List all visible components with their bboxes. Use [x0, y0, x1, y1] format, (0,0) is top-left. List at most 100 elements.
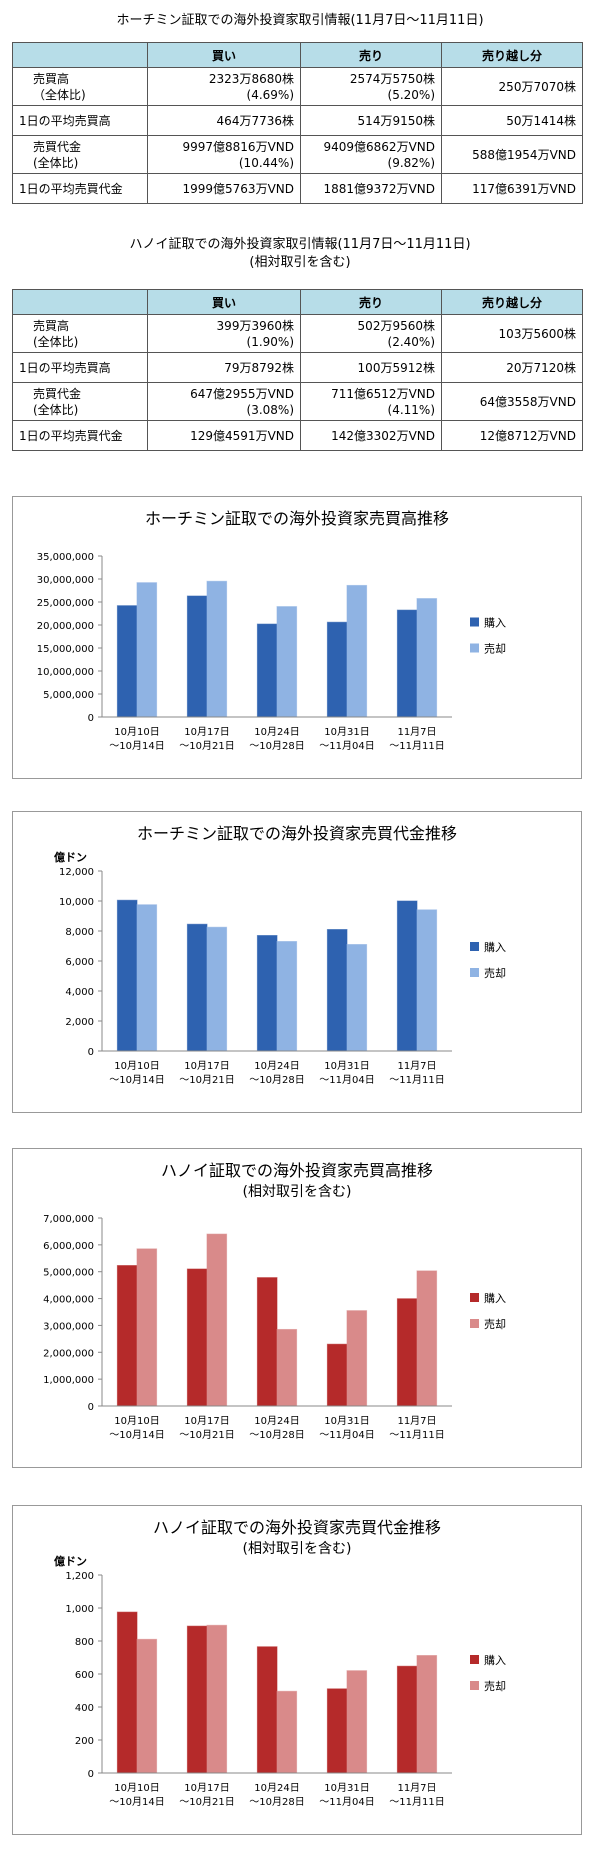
y-tick-label: 8,000: [65, 927, 94, 938]
y-tick-label: 2,000: [65, 1017, 94, 1028]
y-tick-label: 2,000,000: [43, 1348, 94, 1359]
value-cell: 9409億6862万VND (9.82%): [300, 135, 442, 174]
y-tick-label: 10,000,000: [37, 667, 94, 678]
bar: [346, 1670, 368, 1774]
x-tick-label: ～10月14日: [109, 740, 164, 752]
value-cell: 502万9560株 (2.40%): [300, 314, 442, 353]
row-label: 1日の平均売買代金: [12, 420, 148, 451]
value-cell: 2574万5750株 (5.20%): [300, 67, 442, 106]
y-tick-label: 5,000,000: [43, 690, 94, 701]
legend-swatch: [470, 1319, 479, 1328]
y-axis-label: 億ドン: [54, 850, 87, 864]
bar: [396, 900, 418, 1052]
x-tick-label: 10月31日: [324, 1782, 369, 1794]
legend-swatch: [470, 942, 479, 951]
table-row: 1日の平均売買高 464万7736株 514万9150株 50万1414株: [12, 105, 583, 136]
x-tick-label: ～10月21日: [179, 740, 234, 752]
bar: [116, 1265, 138, 1407]
value-cell: 64億3558万VND: [441, 382, 583, 421]
y-tick-label: 5,000,000: [43, 1268, 94, 1279]
x-tick-label: 10月17日: [184, 1060, 229, 1072]
legend-swatch: [470, 1293, 479, 1302]
data-table: 買い 売り 売り越し分 売買高 (全体比) 399万3960株 (1.90%) 502万956…: [12, 289, 583, 451]
corner-cell: [12, 289, 148, 315]
value-cell: 103万5600株: [441, 314, 583, 353]
value-cell: 50万1414株: [441, 105, 583, 136]
bar: [276, 1328, 298, 1407]
x-tick-label: ～10月28日: [249, 740, 304, 752]
bar: [256, 1277, 278, 1407]
x-tick-label: ～11月11日: [389, 740, 444, 752]
x-tick-label: 10月10日: [114, 726, 159, 738]
bar: [396, 609, 418, 718]
legend-swatch: [470, 617, 479, 627]
bar: [276, 1690, 298, 1774]
bar: [206, 926, 228, 1052]
x-tick-label: 10月17日: [184, 726, 229, 738]
value-line: 117億6391万VND: [472, 181, 576, 196]
value-cell: 79万8792株: [147, 352, 301, 383]
value-cell: 588億1954万VND: [441, 135, 583, 174]
bar: [396, 1298, 418, 1407]
x-tick-label: 10月17日: [184, 1415, 229, 1427]
x-tick-label: ～11月04日: [319, 740, 374, 752]
value-line: 129億4591万VND: [190, 428, 294, 443]
header-cell: 売り: [300, 289, 442, 315]
header-cell: 買い: [147, 42, 301, 68]
x-tick-label: 11月7日: [397, 1060, 436, 1072]
x-tick-label: ～10月21日: [179, 1796, 234, 1808]
chart-title: ホーチミン証取での海外投資家売買代金推移: [137, 824, 457, 843]
table-row: 売買高 (全体比) 399万3960株 (1.90%) 502万9560株 (2.40%)…: [12, 314, 583, 353]
row-label: 売買代金 (全体比): [12, 135, 148, 174]
legend-swatch: [470, 1681, 479, 1690]
y-tick-label: 800: [75, 1637, 94, 1648]
y-tick-label: 6,000,000: [43, 1241, 94, 1252]
y-tick-label: 1,000,000: [43, 1375, 94, 1386]
bar: [186, 595, 208, 718]
title-line: ホーチミン証取での海外投資家取引情報(11月7日～11月11日): [116, 13, 484, 28]
x-tick-label: 10月10日: [114, 1782, 159, 1794]
label-line: 1日の平均売買高: [19, 360, 111, 375]
y-tick-label: 15,000,000: [37, 644, 94, 655]
x-tick-label: ～10月28日: [249, 1429, 304, 1441]
chart: ハノイ証取での海外投資家売買代金推移 (相対取引を含む) 億ドン 0 200 400 600…: [12, 1505, 582, 1835]
value-cell: 711億6512万VND (4.11%): [300, 382, 442, 421]
value-line: (2.40%): [387, 334, 435, 349]
value-line: 647億2955万VND: [190, 386, 294, 401]
chart-subtitle: (相対取引を含む): [243, 1541, 352, 1557]
value-cell: 9997億8816万VND (10.44%): [147, 135, 301, 174]
x-tick-label: ～11月04日: [319, 1429, 374, 1441]
row-label: 1日の平均売買代金: [12, 173, 148, 204]
bar: [116, 899, 138, 1052]
label-line: （全体比): [33, 87, 86, 102]
value-line: (9.82%): [387, 155, 435, 170]
x-tick-label: 10月31日: [324, 1415, 369, 1427]
x-tick-label: ～11月11日: [389, 1429, 444, 1441]
y-tick-label: 4,000: [65, 987, 94, 998]
value-line: 502万9560株: [357, 318, 435, 333]
row-label: 1日の平均売買高: [12, 352, 148, 383]
header-cell: 買い: [147, 289, 301, 315]
value-line: 103万5600株: [498, 326, 576, 341]
row-label: 売買高 （全体比): [12, 67, 148, 106]
y-tick-label: 1,000: [65, 1604, 94, 1615]
y-axis-label: 億ドン: [54, 1554, 87, 1568]
x-tick-label: 11月7日: [397, 726, 436, 738]
y-tick-label: 400: [75, 1703, 94, 1714]
value-line: (10.44%): [238, 155, 294, 170]
value-line: 20万7120株: [506, 360, 576, 375]
corner-cell: [12, 42, 148, 68]
y-tick-label: 4,000,000: [43, 1295, 94, 1306]
label-line: (全体比): [33, 402, 79, 417]
value-cell: 20万7120株: [441, 352, 583, 383]
label-line: (全体比): [33, 155, 79, 170]
legend-swatch: [470, 968, 479, 977]
bar: [416, 1270, 438, 1407]
y-tick-label: 600: [75, 1670, 94, 1681]
y-tick-label: 0: [88, 1402, 94, 1413]
value-cell: 647億2955万VND (3.08%): [147, 382, 301, 421]
x-tick-label: 10月31日: [324, 1060, 369, 1072]
bar: [346, 584, 368, 718]
header-row: 買い 売り 売り越し分: [12, 289, 583, 315]
